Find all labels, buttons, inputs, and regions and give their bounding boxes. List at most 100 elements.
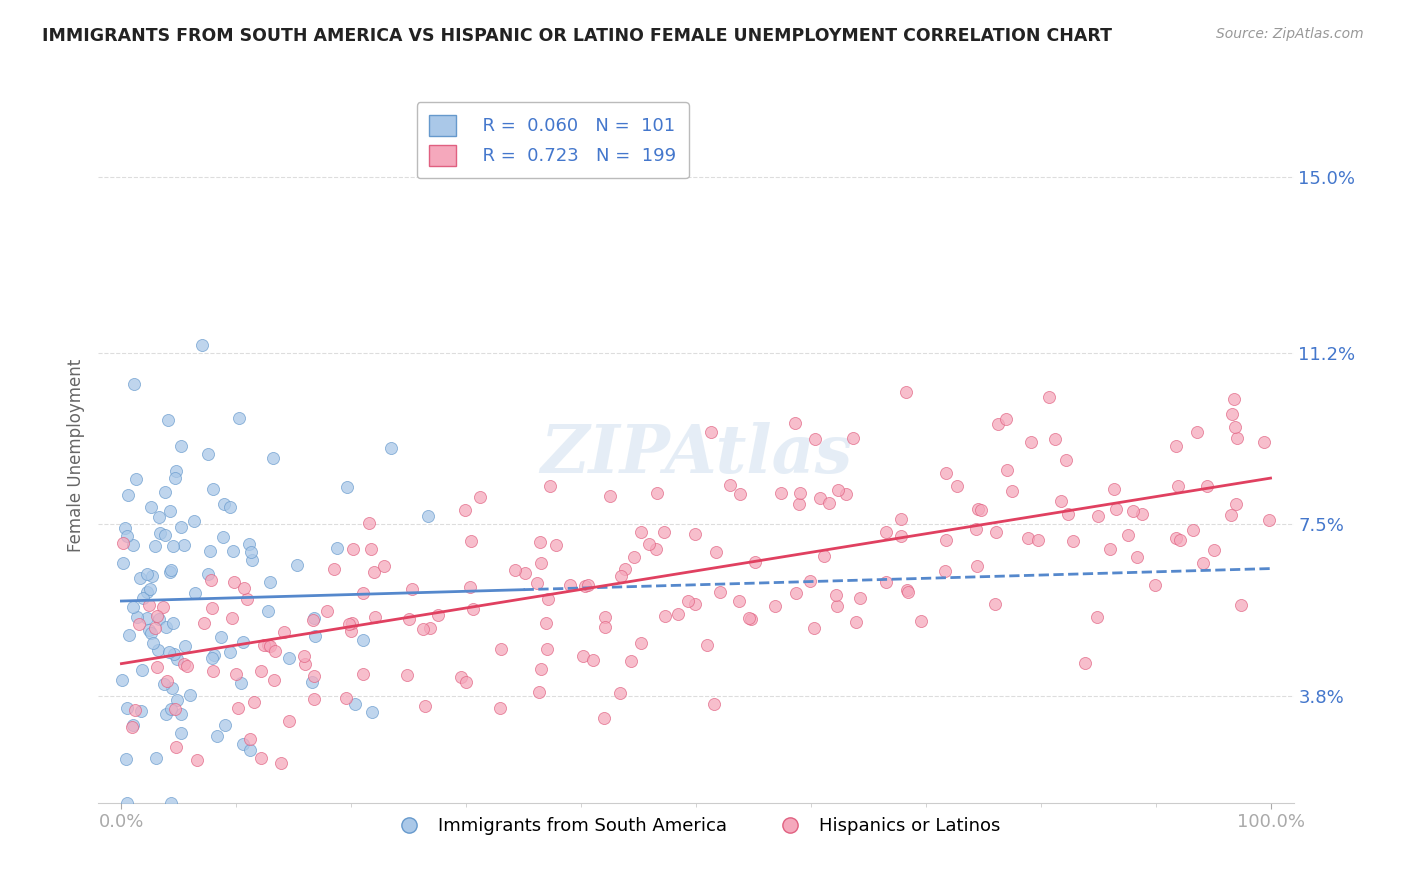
Point: [537, 592, 560, 607]
Point: [530, 662, 553, 676]
Point: [785, 416, 807, 430]
Point: [965, 522, 987, 536]
Point: [967, 502, 990, 516]
Point: [984, 597, 1007, 611]
Point: [163, 471, 186, 485]
Point: [412, 622, 434, 636]
Point: [1049, 494, 1071, 508]
Point: [1230, 598, 1253, 612]
Point: [1074, 656, 1097, 670]
Point: [676, 594, 699, 608]
Point: [709, 585, 731, 599]
Point: [142, 636, 165, 650]
Point: [135, 585, 157, 599]
Point: [744, 555, 766, 569]
Point: [875, 525, 897, 540]
Point: [418, 509, 440, 524]
Point: [128, 616, 150, 631]
Point: [609, 686, 631, 700]
Point: [763, 599, 786, 614]
Point: [1017, 531, 1039, 545]
Point: [149, 526, 172, 541]
Point: [1130, 507, 1153, 521]
Point: [1225, 497, 1247, 511]
Point: [162, 539, 184, 553]
Point: [970, 503, 993, 517]
Point: [890, 512, 912, 526]
Point: [197, 567, 219, 582]
Point: [824, 588, 846, 602]
Point: [121, 538, 143, 552]
Point: [250, 750, 273, 764]
Point: [574, 579, 596, 593]
Point: [363, 565, 385, 579]
Point: [173, 657, 195, 671]
Point: [803, 621, 825, 635]
Point: [461, 602, 484, 616]
Point: [1181, 523, 1204, 537]
Point: [138, 598, 160, 612]
Point: [160, 681, 183, 696]
Point: [536, 616, 558, 631]
Point: [232, 737, 254, 751]
Point: [934, 564, 956, 578]
Point: [146, 643, 169, 657]
Point: [834, 487, 856, 501]
Point: [360, 705, 382, 719]
Point: [666, 607, 689, 621]
Point: [582, 653, 605, 667]
Point: [769, 486, 792, 500]
Point: [1197, 479, 1219, 493]
Point: [360, 542, 382, 557]
Point: [201, 651, 224, 665]
Point: [148, 510, 170, 524]
Point: [165, 740, 187, 755]
Point: [304, 611, 326, 625]
Point: [720, 478, 742, 492]
Point: [121, 721, 143, 735]
Point: [242, 553, 264, 567]
Point: [115, 529, 138, 543]
Point: [285, 558, 308, 572]
Point: [153, 485, 176, 500]
Point: [558, 578, 581, 592]
Point: [205, 729, 228, 743]
Point: [620, 654, 643, 668]
Point: [118, 628, 141, 642]
Point: [278, 714, 301, 728]
Point: [1125, 550, 1147, 565]
Point: [526, 575, 548, 590]
Point: [219, 645, 242, 659]
Point: [987, 417, 1010, 431]
Point: [128, 571, 150, 585]
Point: [201, 482, 224, 496]
Point: [165, 702, 187, 716]
Point: [454, 674, 477, 689]
Point: [890, 529, 912, 543]
Point: [1026, 533, 1049, 547]
Point: [1168, 533, 1191, 547]
Point: [122, 376, 145, 391]
Text: Source: ZipAtlas.com: Source: ZipAtlas.com: [1216, 27, 1364, 41]
Point: [630, 524, 652, 539]
Point: [610, 569, 633, 583]
Point: [352, 632, 374, 647]
Point: [165, 464, 187, 478]
Point: [460, 533, 482, 548]
Point: [1187, 425, 1209, 440]
Point: [343, 698, 366, 712]
Point: [145, 660, 167, 674]
Point: [212, 497, 235, 511]
Point: [644, 542, 666, 557]
Point: [896, 583, 918, 598]
Point: [114, 752, 136, 766]
Point: [1226, 432, 1249, 446]
Point: [240, 545, 263, 559]
Point: [302, 613, 325, 627]
Point: [143, 539, 166, 553]
Point: [703, 697, 725, 711]
Point: [413, 698, 436, 713]
Text: ZIPAtlas: ZIPAtlas: [540, 423, 852, 487]
Point: [239, 742, 262, 756]
Point: [127, 609, 149, 624]
